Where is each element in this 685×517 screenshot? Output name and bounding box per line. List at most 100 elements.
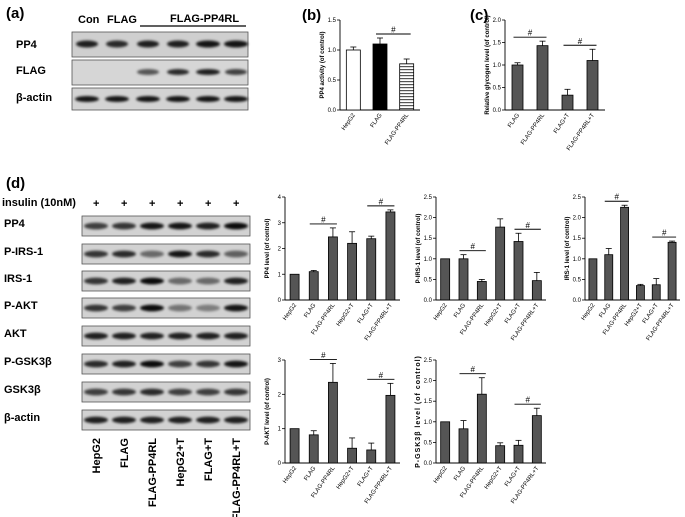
bar [531, 280, 542, 301]
y-tick-label: 1.5 [328, 18, 337, 24]
blot-d-strip [81, 297, 251, 319]
y-tick-label: 2 [278, 247, 282, 253]
blot-a: Con FLAG FLAG-PP4RL PP4 FLAG β-actin [16, 13, 249, 111]
blot-band [106, 40, 128, 48]
blot-band [168, 332, 192, 340]
y-tick-label: 0 [278, 298, 282, 304]
y-axis-label: P-IRS-1 level (of control) [416, 214, 422, 284]
blot-a-bands [75, 40, 248, 102]
y-tick-label: 0.0 [573, 298, 582, 304]
bar [289, 273, 300, 301]
blot-band [196, 416, 220, 424]
y-tick-label: 1.0 [424, 420, 433, 426]
blot-d-bands [84, 222, 248, 424]
blot-band [112, 332, 136, 340]
y-tick-label: 0.0 [424, 461, 433, 467]
blot-band [224, 304, 248, 312]
blot-band [224, 388, 248, 396]
chart-irs1: 0.0 0.5 1.0 1.5 2.0 2.5 IRS-1 level (of contro… [565, 193, 680, 342]
blot-band [112, 277, 136, 285]
y-tick-label: 1.5 [573, 236, 582, 242]
bar [308, 434, 319, 464]
y-tick-label: 0 [278, 461, 282, 467]
blot-band [168, 222, 192, 230]
insulin-plus-mark: + [177, 198, 183, 210]
x-tick-label: FLAG+T [504, 302, 522, 324]
panel-label-b: (b) [302, 7, 321, 24]
blot-d: insulin (10nM) + + + + + + PP4 P-IRS-1 IRS-1 P-A… [2, 197, 251, 517]
y-tick-label: 0.0 [328, 108, 337, 114]
y-tick-label: 2 [278, 392, 282, 398]
blot-d-strip [81, 381, 251, 403]
y-tick-label: 2.0 [573, 216, 582, 222]
blot-band [196, 40, 220, 48]
bar [347, 447, 357, 464]
blot-d-rows: PP4 P-IRS-1 IRS-1 P-AKT AKT P-GSK3β GSK3β β-act… [4, 215, 251, 431]
blot-d-row-label: IRS-1 [4, 273, 32, 285]
y-tick-label: 1 [278, 427, 282, 433]
lane-label-flag: FLAG [107, 14, 137, 26]
blot-band [168, 416, 192, 424]
x-tick-label: FLAG [453, 465, 467, 482]
y-tick-label: 1.5 [493, 41, 502, 47]
blot-band [224, 332, 248, 340]
x-tick-label: HepG2 [341, 112, 357, 132]
bar [513, 444, 524, 464]
y-tick-label: 1.0 [573, 257, 582, 263]
blot-band [196, 360, 220, 368]
bar [458, 428, 469, 464]
y-tick-label: 3 [278, 221, 282, 227]
blot-band [112, 388, 136, 396]
bar [328, 236, 338, 301]
blot-band [84, 332, 108, 340]
bar [440, 258, 451, 301]
blot-band [84, 250, 108, 258]
blot-band [196, 388, 220, 396]
blot-d-lane-labels: HepG2 FLAG FLAG-PP4RL HepG2+T FLAG+T FLAG-PP4… [91, 438, 243, 517]
significance-mark: # [614, 193, 619, 202]
bar [289, 428, 300, 464]
x-tick-label: HepG2+T [484, 465, 504, 490]
x-tick-label: FLAG-PP4RL [384, 112, 410, 146]
y-tick-label: 1.0 [328, 48, 337, 54]
x-tick-label: FLAG+T [553, 112, 571, 134]
blot-d-lane-label: FLAG [119, 438, 131, 468]
blot-band [140, 222, 164, 230]
blot-band [168, 304, 192, 312]
significance-mark: # [391, 26, 396, 35]
bar [667, 241, 677, 301]
bar [511, 64, 524, 111]
blot-band [140, 332, 164, 340]
blot-band [224, 360, 248, 368]
bar-charts: 0.0 0.5 1.0 1.5 PP4 activity (of control) Hep… [265, 15, 680, 505]
blot-d-row-label: P-IRS-1 [4, 246, 43, 258]
blot-d-lane-label: FLAG-PP4RL [147, 438, 159, 507]
x-tick-label: HepG2 [282, 302, 298, 322]
panel-label-c: (c) [470, 7, 488, 24]
blot-band [137, 69, 159, 75]
x-tick-label: FLAG [303, 302, 317, 319]
blot-band [196, 250, 220, 258]
y-tick-label: 1.0 [424, 257, 433, 263]
x-tick-label: HepG2 [433, 302, 449, 322]
blot-band [168, 277, 192, 285]
bar [604, 254, 614, 301]
blot-d-row-label: β-actin [4, 412, 40, 424]
insulin-plus-mark: + [121, 198, 127, 210]
blot-band [105, 96, 129, 102]
bar [366, 238, 377, 301]
bar [561, 94, 574, 111]
blot-band [140, 360, 164, 368]
y-tick-label: 0.0 [493, 108, 502, 114]
blot-band [84, 304, 108, 312]
significance-mark: # [525, 221, 530, 230]
insulin-plus-mark: + [93, 198, 99, 210]
blot-a-row-pp4: PP4 [16, 39, 38, 51]
chart-pp4: 0 1 2 3 4 PP4 level (of control) HepG2 FLAG FLAG… [265, 195, 400, 342]
x-tick-label: HepG2 [282, 465, 298, 485]
y-tick-label: 0.5 [424, 440, 433, 446]
y-tick-label: 1.0 [493, 63, 502, 69]
blot-band [136, 96, 160, 102]
x-tick-label: FLAG [507, 112, 521, 129]
